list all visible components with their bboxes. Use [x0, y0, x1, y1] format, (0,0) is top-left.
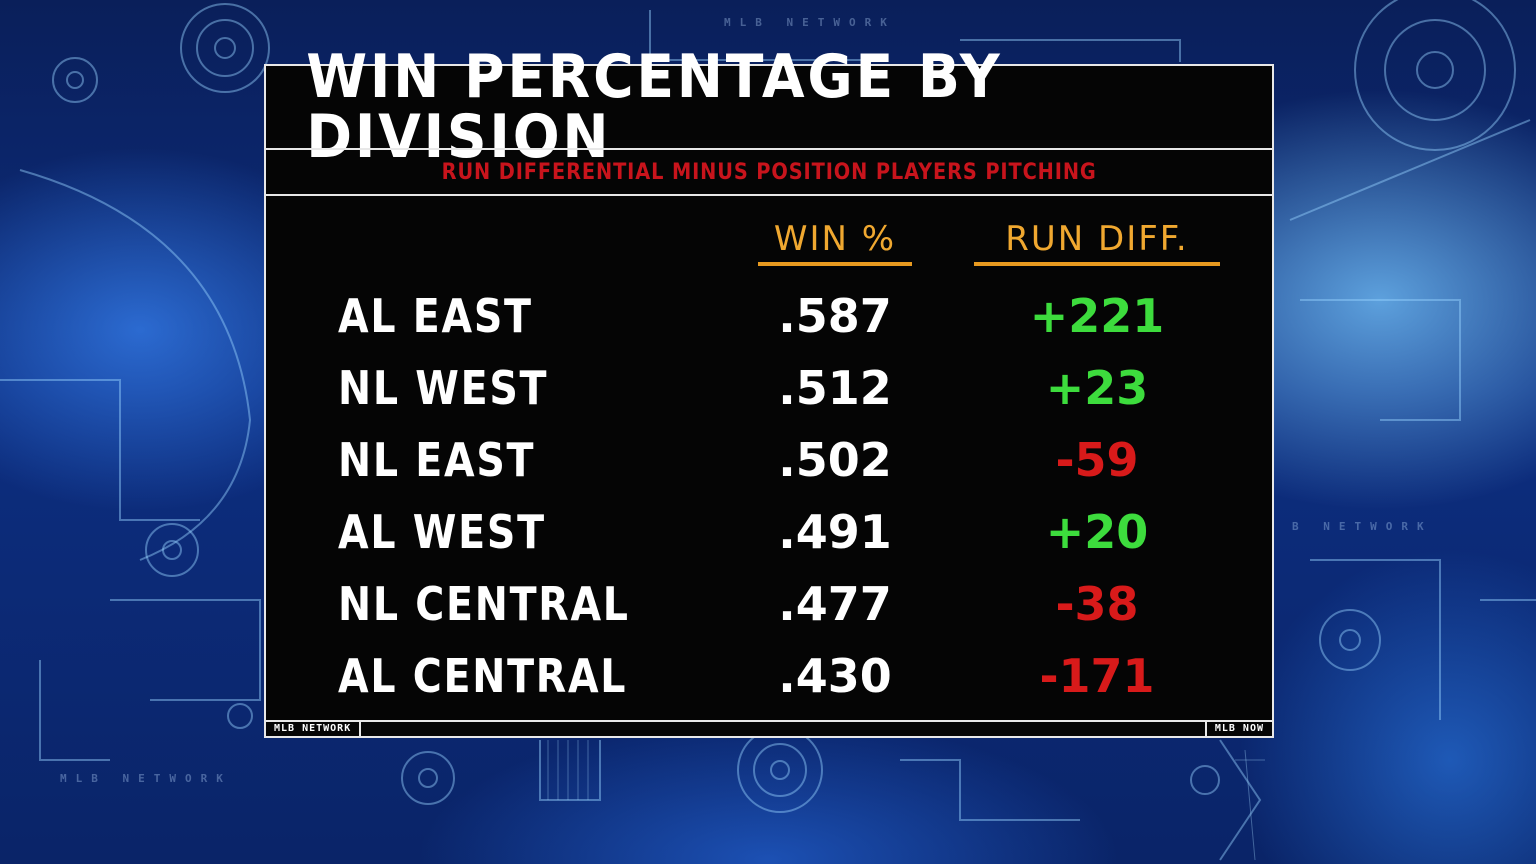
table-row: AL CENTRAL .430 -171: [266, 640, 1272, 712]
table-row: AL WEST .491 +20: [266, 496, 1272, 568]
division-name: AL EAST: [338, 289, 533, 343]
panel-footer: MLB NETWORK MLB NOW: [266, 720, 1272, 736]
watermark-right: B NETWORK: [1292, 520, 1433, 533]
win-pct-value: .430: [778, 649, 892, 703]
win-pct-value: .477: [778, 577, 892, 631]
footer-show-tag: MLB NOW: [1204, 722, 1264, 736]
division-name: NL WEST: [338, 361, 549, 415]
run-diff-value: +23: [1045, 361, 1149, 415]
watermark-top: MLB NETWORK: [724, 16, 896, 29]
table-row: AL EAST .587 +221: [266, 280, 1272, 352]
run-diff-value: -38: [1055, 577, 1139, 631]
column-header-run-diff: RUN DIFF.: [974, 216, 1220, 266]
title-bar: WIN PERCENTAGE BY DIVISION: [266, 47, 1272, 167]
panel-subtitle: RUN DIFFERENTIAL MINUS POSITION PLAYERS …: [441, 159, 1097, 185]
win-pct-value: .491: [778, 505, 892, 559]
watermark-bottom-left: MLB NETWORK: [60, 772, 232, 785]
division-name: NL CENTRAL: [338, 577, 630, 631]
stats-panel: WIN PERCENTAGE BY DIVISION RUN DIFFERENT…: [264, 47, 1274, 738]
win-pct-value: .587: [778, 289, 892, 343]
subtitle-bar: RUN DIFFERENTIAL MINUS POSITION PLAYERS …: [266, 148, 1272, 196]
panel-title: WIN PERCENTAGE BY DIVISION: [306, 42, 1003, 172]
column-header-win-pct: WIN %: [758, 216, 912, 266]
division-name: AL CENTRAL: [338, 649, 628, 703]
table-row: NL EAST .502 -59: [266, 424, 1272, 496]
run-diff-value: -171: [1039, 649, 1155, 703]
win-pct-value: .502: [778, 433, 892, 487]
run-diff-value: +221: [1029, 289, 1165, 343]
table-row: NL CENTRAL .477 -38: [266, 568, 1272, 640]
run-diff-value: -59: [1055, 433, 1139, 487]
footer-network-tag: MLB NETWORK: [274, 722, 362, 736]
table-row: NL WEST .512 +23: [266, 352, 1272, 424]
run-diff-value: +20: [1045, 505, 1149, 559]
division-name: AL WEST: [338, 505, 546, 559]
division-name: NL EAST: [338, 433, 536, 487]
win-pct-value: .512: [778, 361, 892, 415]
